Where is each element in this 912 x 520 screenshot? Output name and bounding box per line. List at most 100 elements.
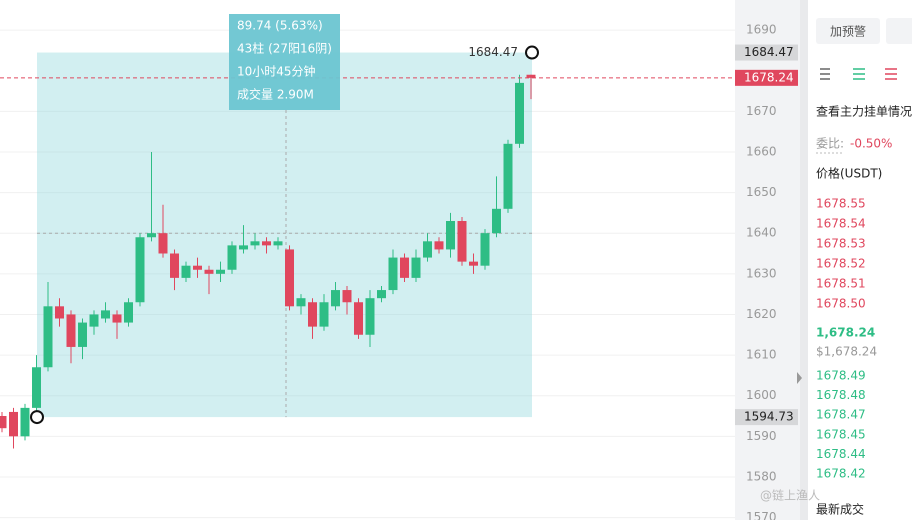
range-low-tag: 1594.73 [744,410,794,424]
candle-body [78,322,87,347]
range-high-tag: 1684.47 [744,45,794,59]
divider[interactable] [800,0,808,520]
candle-body [112,314,122,323]
watermark: @链上渔人 [760,488,820,503]
candle-body [296,298,306,307]
price-axis-bg [735,0,800,520]
icon-asks[interactable] [885,68,897,80]
candle-body [250,241,260,246]
tooltip-bg [229,14,340,110]
candle-body [147,233,156,238]
last-price-usd: $1,678.24 [816,345,877,359]
candle-body [492,208,501,234]
last-price-tag: 1678.24 [744,70,794,84]
bid-price: 1678.47 [816,408,866,422]
candle-body [503,143,513,209]
candle-body [319,302,329,327]
candle-body [9,411,18,437]
candle-body [204,269,214,274]
ratio-label: 委比: [816,137,844,151]
candle-body [423,241,432,258]
last-price-tag-bg [735,69,798,86]
y-tick-label: 1610 [746,348,777,362]
tooltip-line: 成交量 2.90M [237,87,314,102]
candle-body [342,290,352,303]
y-tick-label: 1630 [746,266,777,280]
y-tick-label: 1590 [746,429,777,443]
candle-body [32,367,41,408]
range-start [30,410,44,425]
y-tick-label: 1690 [746,23,777,37]
candle-body [411,257,421,278]
view-icons[interactable] [820,68,897,80]
candle-body [526,74,536,78]
candle-body [434,241,444,250]
y-tick-label: 1670 [746,104,777,118]
candle-body [158,233,168,254]
candle-body [273,241,283,246]
candle-body [66,314,76,347]
y-tick-label: 1660 [746,144,777,158]
last-price: 1,678.24 [816,326,875,340]
tooltip-line: 89.74 (5.63%) [237,19,323,33]
candle-body [181,265,191,278]
bid-price: 1678.48 [816,388,866,402]
y-tick-label: 1570 [746,510,777,520]
button[interactable] [886,18,912,44]
candle-body [43,306,53,368]
candle-body [285,249,294,307]
candle-body [400,257,409,278]
ask-price: 1678.51 [816,277,866,291]
candle-body [365,298,375,335]
icon-bids[interactable] [853,68,865,80]
candle-body [480,233,490,266]
price-header: 价格(USDT) [816,166,882,181]
ask-price: 1678.54 [816,217,866,231]
candle-body [377,290,386,299]
range-end [525,45,539,60]
y-tick-label: 1600 [746,388,777,402]
ratio-value: -0.50% [850,137,892,151]
candle-body [331,290,340,307]
candle-body [308,302,317,327]
ask-price: 1678.50 [816,297,866,311]
y-tick-label: 1640 [746,226,777,240]
y-tick-label: 1620 [746,307,777,321]
candle-body [170,253,179,278]
candle-body [515,82,524,144]
alert-button-label[interactable]: 加预警 [830,24,866,39]
candle-body [262,241,271,246]
candle-body [457,221,467,262]
candle-body [101,310,110,319]
candle-body [0,416,7,429]
icon-both[interactable] [820,68,830,80]
range-high-tag-bg [735,44,798,61]
candle-body [388,257,398,291]
candle-body [469,261,478,266]
bid-price: 1678.49 [816,369,866,383]
ask-price: 1678.53 [816,237,866,251]
candle-body [124,302,133,323]
alert-button[interactable] [816,18,880,44]
candle-body [216,269,225,274]
bid-price: 1678.44 [816,447,866,461]
y-tick-label: 1650 [746,185,777,199]
candle-body [227,245,237,270]
ask-price: 1678.55 [816,197,866,211]
tooltip-line: 43柱 (27阳16阴) [237,41,332,56]
candle-body [446,221,455,250]
bid-price: 1678.45 [816,427,866,441]
ask-price: 1678.52 [816,257,866,271]
orders-link[interactable]: 查看主力挂单情况 [816,105,912,119]
candle-body [135,237,145,303]
bid-price: 1678.42 [816,467,866,481]
candle-body [193,265,202,270]
candle-body [239,245,248,250]
candle-body [20,407,30,437]
trades-tab[interactable]: 最新成交 [816,502,864,517]
tooltip-line: 10小时45分钟 [237,64,316,79]
candle-body [354,302,363,335]
side-panel: 加预警 查看主力挂单情况 委比: -0.50% 价格(USDT) 1,678.2… [760,18,912,517]
collapse-arrow[interactable] [797,372,802,384]
